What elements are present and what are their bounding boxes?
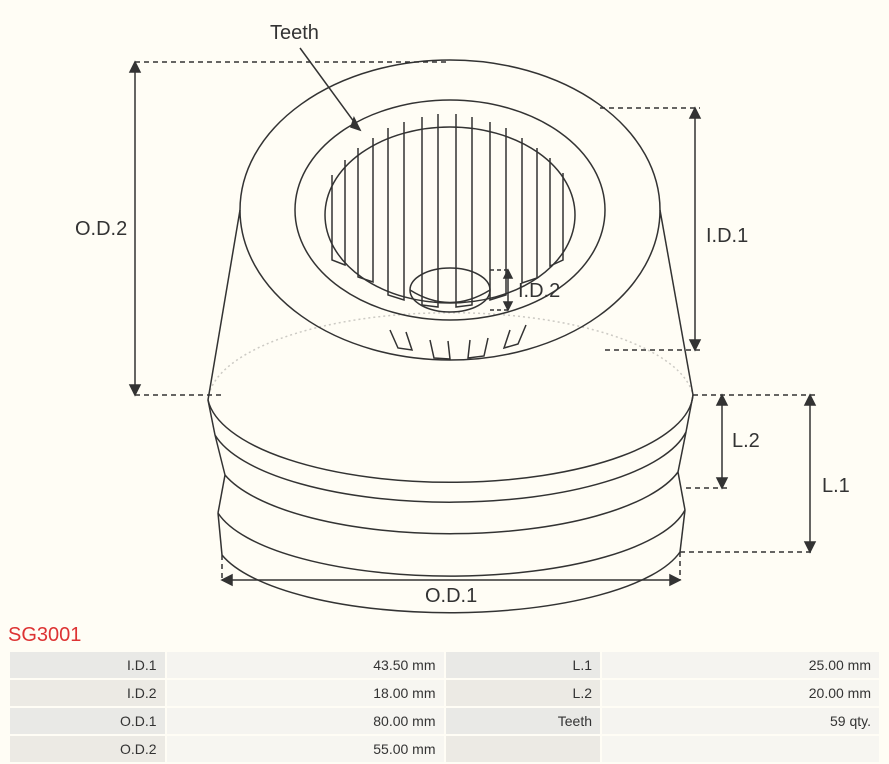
body-right-edge xyxy=(660,210,693,395)
body-ring-2-front xyxy=(215,432,686,502)
teeth-label: Teeth xyxy=(270,22,319,45)
table-row: I.D.2 18.00 mm L.2 20.00 mm xyxy=(10,680,879,706)
spec-key: L.2 xyxy=(446,680,601,706)
body-ring-4-front xyxy=(218,510,685,576)
l1-label: L.1 xyxy=(822,475,850,498)
spec-key: I.D.1 xyxy=(10,652,165,678)
spec-val: 59 qty. xyxy=(602,708,879,734)
body-left-edge xyxy=(208,210,240,400)
l2-label: L.2 xyxy=(732,430,760,453)
gear-teeth xyxy=(332,114,563,359)
top-flange-outer xyxy=(240,60,660,360)
diagram-area: Teeth O.D.2 I.D.1 I.D.2 O.D.1 L.2 L.1 xyxy=(0,0,889,615)
table-row: I.D.1 43.50 mm L.1 25.00 mm xyxy=(10,652,879,678)
spec-val: 43.50 mm xyxy=(167,652,444,678)
table-row: O.D.2 55.00 mm xyxy=(10,736,879,762)
spec-val: 20.00 mm xyxy=(602,680,879,706)
spec-key-empty xyxy=(446,736,601,762)
gear-diagram-svg xyxy=(0,0,889,615)
spec-key: L.1 xyxy=(446,652,601,678)
id2-label: I.D.2 xyxy=(518,280,560,303)
spec-val: 80.00 mm xyxy=(167,708,444,734)
spec-val-empty xyxy=(602,736,879,762)
od1-label: O.D.1 xyxy=(425,585,477,608)
spec-val: 25.00 mm xyxy=(602,652,879,678)
spec-val: 18.00 mm xyxy=(167,680,444,706)
spec-val: 55.00 mm xyxy=(167,736,444,762)
spec-key: O.D.1 xyxy=(10,708,165,734)
body-ring-1-front xyxy=(208,395,693,482)
table-row: O.D.1 80.00 mm Teeth 59 qty. xyxy=(10,708,879,734)
od2-label: O.D.2 xyxy=(75,218,127,241)
id1-label: I.D.1 xyxy=(706,225,748,248)
part-number: SG3001 xyxy=(8,624,81,647)
spec-key: Teeth xyxy=(446,708,601,734)
spec-key: I.D.2 xyxy=(10,680,165,706)
spec-table: I.D.1 43.50 mm L.1 25.00 mm I.D.2 18.00 … xyxy=(8,650,881,764)
spec-key: O.D.2 xyxy=(10,736,165,762)
